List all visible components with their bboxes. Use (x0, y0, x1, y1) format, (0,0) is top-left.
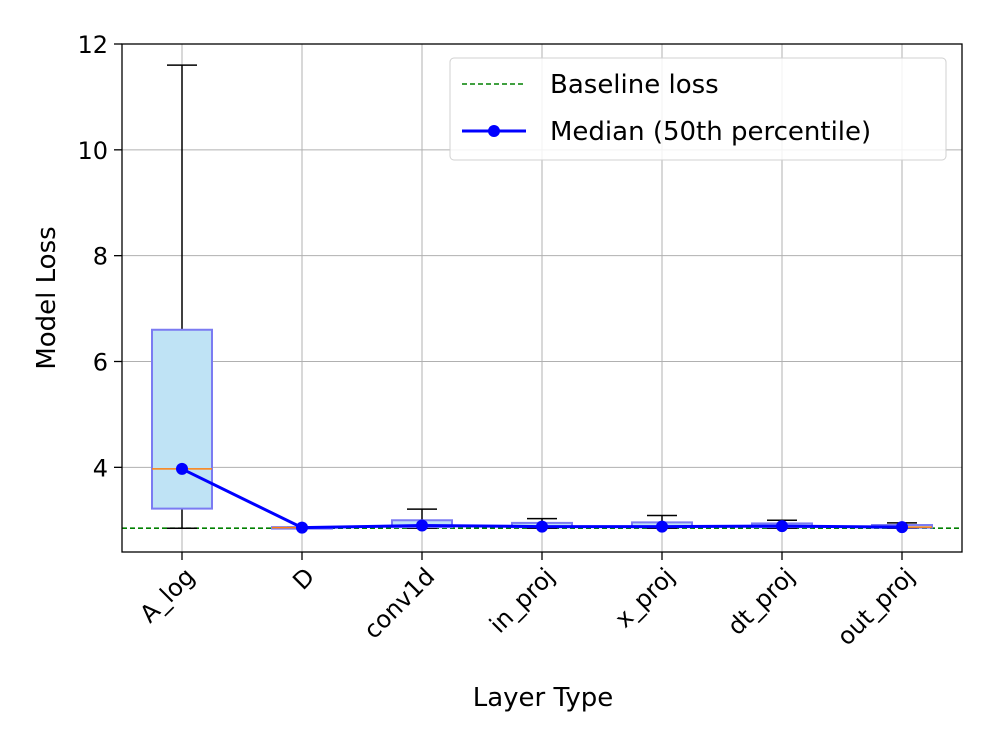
box-A_log (151, 64, 213, 529)
x-tick-label-A_log: A_log (134, 562, 200, 628)
median-points-group (176, 462, 908, 534)
y-axis-title: Model Loss (32, 226, 62, 369)
median-point-A_log (176, 462, 188, 475)
legend-median-label: Median (50th percentile) (550, 117, 871, 147)
x-tick-label-dt_proj: dt_proj (722, 562, 800, 640)
x-axis-title: Layer Type (473, 683, 613, 713)
x-tick-label-x_proj: x_proj (609, 562, 680, 633)
y-tick-label: 4 (93, 454, 108, 482)
y-tick-label: 10 (77, 137, 108, 165)
legend-frame (449, 57, 947, 161)
x-tick-label-out_proj: out_proj (832, 562, 921, 651)
y-tick-label: 8 (93, 243, 108, 271)
median-point-x_proj (656, 520, 668, 533)
y-tick-label: 6 (93, 349, 108, 377)
y-axis-ticks: 4 6 8 10 12 (77, 31, 122, 482)
legend-baseline-label: Baseline loss (550, 70, 719, 100)
median-point-in_proj (536, 520, 548, 533)
median-point-dt_proj (776, 520, 788, 533)
legend: Baseline loss Median (50th percentile) (449, 57, 947, 161)
box-iqr (151, 328, 213, 510)
x-tick-label-in_proj: in_proj (484, 562, 560, 638)
legend-median-marker (488, 125, 500, 137)
median-point-D (296, 521, 308, 534)
y-tick-label: 12 (77, 31, 108, 59)
x-tick-label-D: D (287, 562, 320, 595)
median-point-out_proj (896, 521, 908, 534)
x-tick-label-conv1d: conv1d (358, 562, 440, 644)
median-point-conv1d (416, 519, 428, 532)
